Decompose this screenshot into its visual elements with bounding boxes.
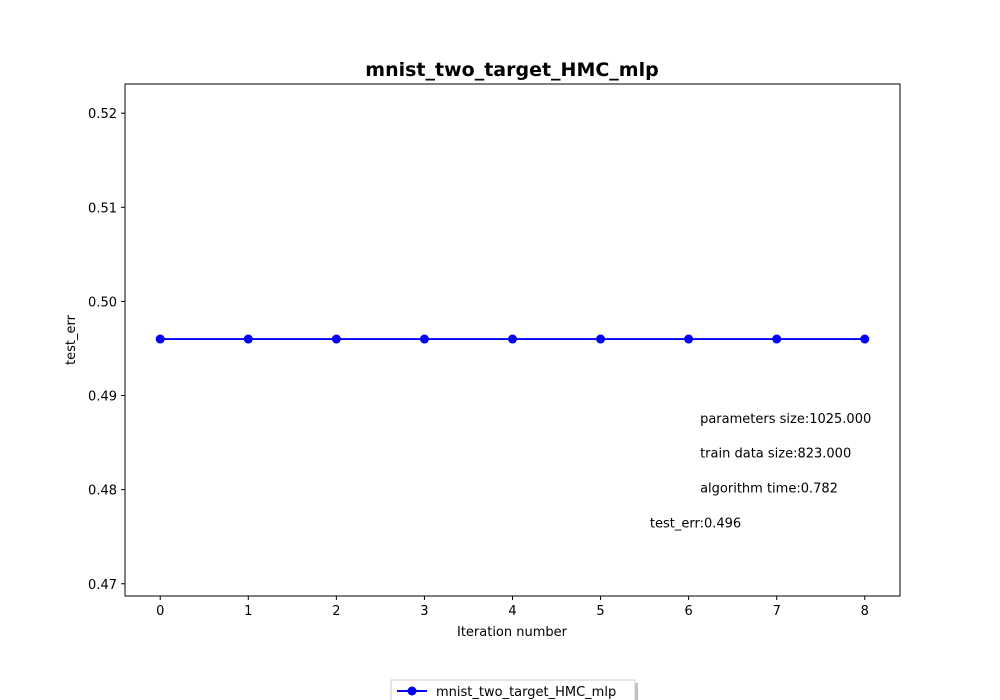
y-tick-label: 0.49	[88, 390, 117, 405]
y-tick-label: 0.51	[88, 201, 117, 216]
data-point	[684, 334, 694, 344]
x-tick-label: 2	[332, 604, 340, 619]
x-tick-label: 1	[244, 604, 252, 619]
data-point	[860, 334, 870, 344]
chart-title: mnist_two_target_HMC_mlp	[365, 59, 658, 81]
annotation-text: algorithm time:0.782	[700, 481, 838, 496]
x-axis-label: Iteration number	[457, 625, 568, 640]
y-tick-label: 0.50	[88, 295, 117, 310]
x-tick-label: 4	[508, 604, 516, 619]
legend: mnist_two_target_HMC_mlp	[390, 679, 638, 700]
x-tick-label: 5	[596, 604, 604, 619]
data-point	[155, 334, 165, 344]
x-tick-label: 8	[861, 604, 869, 619]
y-axis-label: test_err	[64, 314, 79, 365]
x-tick-label: 3	[420, 604, 428, 619]
data-point	[243, 334, 253, 344]
y-tick-label: 0.48	[88, 484, 117, 499]
annotation-text: train data size:823.000	[700, 447, 851, 462]
y-tick-label: 0.52	[88, 107, 117, 122]
annotation-text: test_err:0.496	[650, 516, 741, 531]
x-tick-label: 0	[156, 604, 164, 619]
data-point	[508, 334, 517, 344]
legend-entry: mnist_two_target_HMC_mlp	[436, 685, 616, 700]
legend-marker	[407, 686, 417, 696]
plot-area	[155, 334, 870, 344]
data-point	[596, 334, 606, 344]
annotation-text: parameters size:1025.000	[700, 412, 871, 427]
x-axis: 0 1 2 3 4 5 6 7 8	[156, 596, 869, 619]
data-point	[772, 334, 782, 344]
data-point	[419, 334, 429, 344]
x-tick-label: 7	[773, 604, 781, 619]
annotations: parameters size:1025.000 train data size:…	[650, 412, 871, 531]
y-tick-label: 0.47	[88, 578, 117, 593]
data-point	[331, 334, 341, 344]
x-tick-label: 6	[684, 604, 692, 619]
legend-box	[390, 679, 636, 700]
y-axis: 0.47 0.48 0.49 0.50 0.51 0.52	[88, 107, 125, 593]
